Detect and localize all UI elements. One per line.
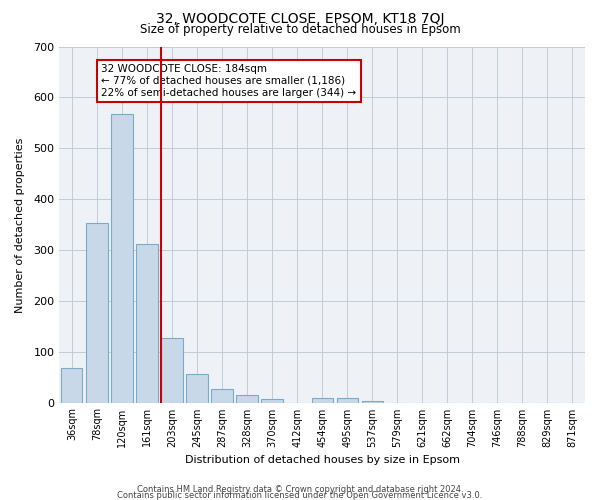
Bar xyxy=(311,398,333,403)
X-axis label: Distribution of detached houses by size in Epsom: Distribution of detached houses by size … xyxy=(185,455,460,465)
Y-axis label: Number of detached properties: Number of detached properties xyxy=(15,137,25,312)
Text: Contains public sector information licensed under the Open Government Licence v3: Contains public sector information licen… xyxy=(118,491,482,500)
Text: Contains HM Land Registry data © Crown copyright and database right 2024.: Contains HM Land Registry data © Crown c… xyxy=(137,485,463,494)
Bar xyxy=(61,368,82,403)
Bar xyxy=(337,398,358,403)
Bar xyxy=(161,338,182,403)
Bar xyxy=(211,390,233,403)
Bar xyxy=(187,374,208,403)
Bar xyxy=(262,399,283,403)
Text: 32 WOODCOTE CLOSE: 184sqm
← 77% of detached houses are smaller (1,186)
22% of se: 32 WOODCOTE CLOSE: 184sqm ← 77% of detac… xyxy=(101,64,356,98)
Bar xyxy=(111,114,133,403)
Text: 32, WOODCOTE CLOSE, EPSOM, KT18 7QJ: 32, WOODCOTE CLOSE, EPSOM, KT18 7QJ xyxy=(156,12,444,26)
Text: Size of property relative to detached houses in Epsom: Size of property relative to detached ho… xyxy=(140,22,460,36)
Bar xyxy=(236,396,258,403)
Bar xyxy=(362,401,383,403)
Bar xyxy=(136,244,158,403)
Bar xyxy=(86,223,107,403)
